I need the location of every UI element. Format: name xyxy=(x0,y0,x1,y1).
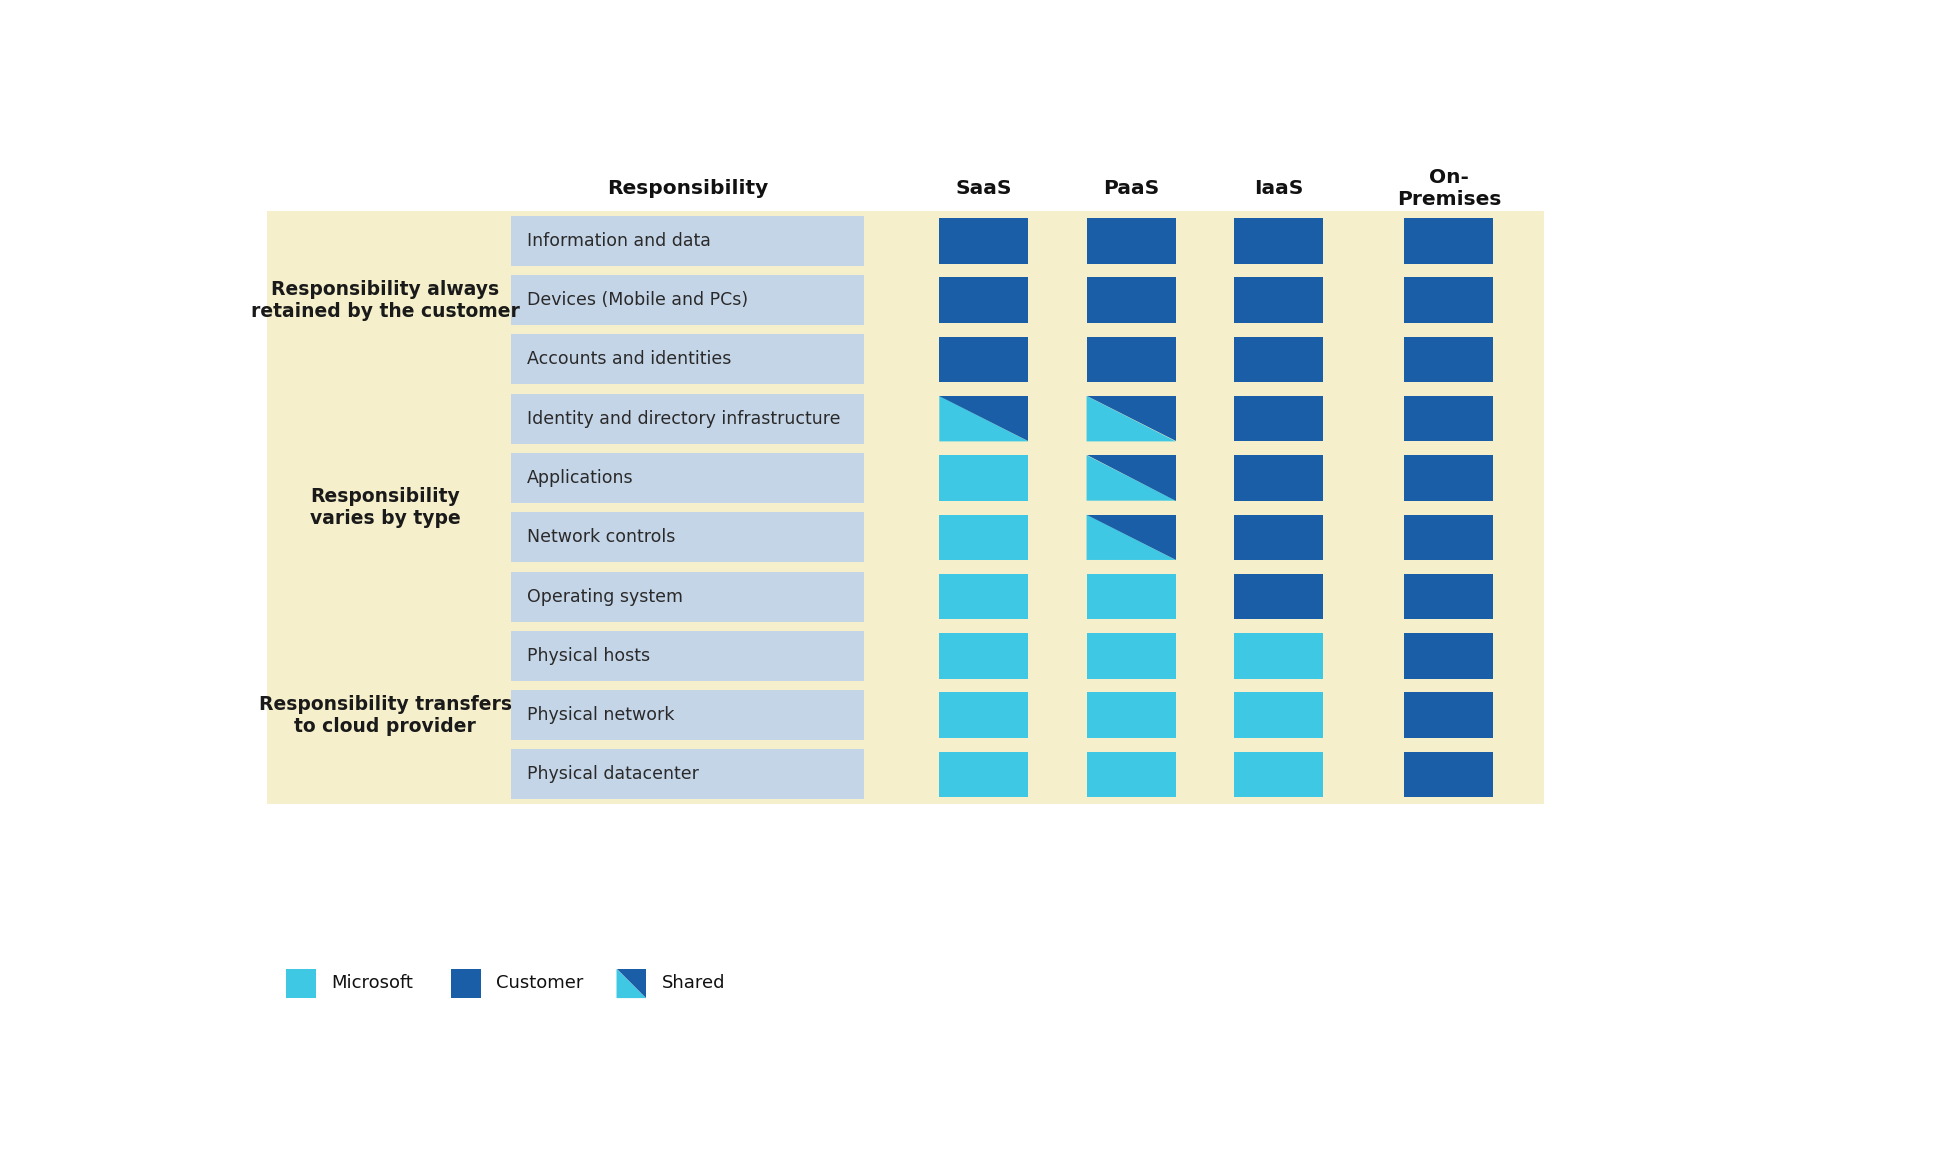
Text: Microsoft: Microsoft xyxy=(332,974,413,992)
Polygon shape xyxy=(1086,396,1176,442)
FancyBboxPatch shape xyxy=(511,275,864,325)
FancyBboxPatch shape xyxy=(1404,277,1494,323)
FancyBboxPatch shape xyxy=(1234,277,1322,323)
FancyBboxPatch shape xyxy=(1404,396,1494,442)
Text: Physical network: Physical network xyxy=(526,706,675,724)
Text: Information and data: Information and data xyxy=(526,232,710,250)
FancyBboxPatch shape xyxy=(1234,514,1322,560)
FancyBboxPatch shape xyxy=(1404,692,1494,738)
FancyBboxPatch shape xyxy=(1086,634,1176,678)
Polygon shape xyxy=(1086,455,1176,500)
Text: Physical datacenter: Physical datacenter xyxy=(526,766,698,783)
FancyBboxPatch shape xyxy=(267,389,1544,627)
Text: Physical hosts: Physical hosts xyxy=(526,646,649,665)
FancyBboxPatch shape xyxy=(940,574,1028,619)
Text: Responsibility
varies by type: Responsibility varies by type xyxy=(310,488,460,528)
FancyBboxPatch shape xyxy=(940,337,1028,382)
FancyBboxPatch shape xyxy=(940,634,1028,678)
Text: Operating system: Operating system xyxy=(526,588,682,606)
FancyBboxPatch shape xyxy=(940,455,1028,500)
Text: Responsibility always
retained by the customer: Responsibility always retained by the cu… xyxy=(252,279,519,321)
Text: Responsibility transfers
to cloud provider: Responsibility transfers to cloud provid… xyxy=(259,695,511,736)
Text: SaaS: SaaS xyxy=(956,178,1012,198)
FancyBboxPatch shape xyxy=(511,512,864,562)
FancyBboxPatch shape xyxy=(1404,455,1494,500)
FancyBboxPatch shape xyxy=(1086,692,1176,738)
FancyBboxPatch shape xyxy=(940,752,1028,797)
FancyBboxPatch shape xyxy=(1234,634,1322,678)
Polygon shape xyxy=(1086,455,1176,500)
FancyBboxPatch shape xyxy=(940,218,1028,263)
Polygon shape xyxy=(616,968,645,998)
Text: PaaS: PaaS xyxy=(1104,178,1158,198)
FancyBboxPatch shape xyxy=(267,212,1544,389)
Polygon shape xyxy=(940,396,1028,442)
FancyBboxPatch shape xyxy=(287,968,316,998)
FancyBboxPatch shape xyxy=(1234,692,1322,738)
Polygon shape xyxy=(1086,396,1176,442)
FancyBboxPatch shape xyxy=(511,216,864,266)
Text: Accounts and identities: Accounts and identities xyxy=(526,351,731,368)
Text: Identity and directory infrastructure: Identity and directory infrastructure xyxy=(526,409,840,428)
FancyBboxPatch shape xyxy=(511,750,864,799)
FancyBboxPatch shape xyxy=(1404,514,1494,560)
Polygon shape xyxy=(616,968,645,998)
FancyBboxPatch shape xyxy=(511,335,864,384)
FancyBboxPatch shape xyxy=(1234,752,1322,797)
FancyBboxPatch shape xyxy=(1234,337,1322,382)
FancyBboxPatch shape xyxy=(1086,277,1176,323)
FancyBboxPatch shape xyxy=(940,514,1028,560)
Text: Customer: Customer xyxy=(497,974,583,992)
Polygon shape xyxy=(1086,514,1176,560)
FancyBboxPatch shape xyxy=(511,631,864,681)
FancyBboxPatch shape xyxy=(1234,574,1322,619)
FancyBboxPatch shape xyxy=(1086,574,1176,619)
FancyBboxPatch shape xyxy=(1404,574,1494,619)
FancyBboxPatch shape xyxy=(940,692,1028,738)
Text: On-
Premises: On- Premises xyxy=(1396,168,1502,208)
Polygon shape xyxy=(1086,514,1176,560)
Polygon shape xyxy=(940,396,1028,442)
FancyBboxPatch shape xyxy=(1234,218,1322,263)
FancyBboxPatch shape xyxy=(1404,337,1494,382)
Text: Applications: Applications xyxy=(526,469,634,486)
Text: Shared: Shared xyxy=(661,974,725,992)
FancyBboxPatch shape xyxy=(511,453,864,503)
FancyBboxPatch shape xyxy=(1086,218,1176,263)
FancyBboxPatch shape xyxy=(1234,455,1322,500)
FancyBboxPatch shape xyxy=(1404,752,1494,797)
Text: Network controls: Network controls xyxy=(526,528,675,546)
FancyBboxPatch shape xyxy=(940,277,1028,323)
FancyBboxPatch shape xyxy=(1086,337,1176,382)
FancyBboxPatch shape xyxy=(1086,752,1176,797)
FancyBboxPatch shape xyxy=(511,690,864,741)
Text: IaaS: IaaS xyxy=(1254,178,1303,198)
FancyBboxPatch shape xyxy=(452,968,482,998)
FancyBboxPatch shape xyxy=(267,627,1544,804)
FancyBboxPatch shape xyxy=(1404,634,1494,678)
FancyBboxPatch shape xyxy=(511,572,864,621)
FancyBboxPatch shape xyxy=(511,393,864,444)
FancyBboxPatch shape xyxy=(1234,396,1322,442)
FancyBboxPatch shape xyxy=(1404,218,1494,263)
Text: Devices (Mobile and PCs): Devices (Mobile and PCs) xyxy=(526,291,747,309)
Text: Responsibility: Responsibility xyxy=(606,178,768,198)
